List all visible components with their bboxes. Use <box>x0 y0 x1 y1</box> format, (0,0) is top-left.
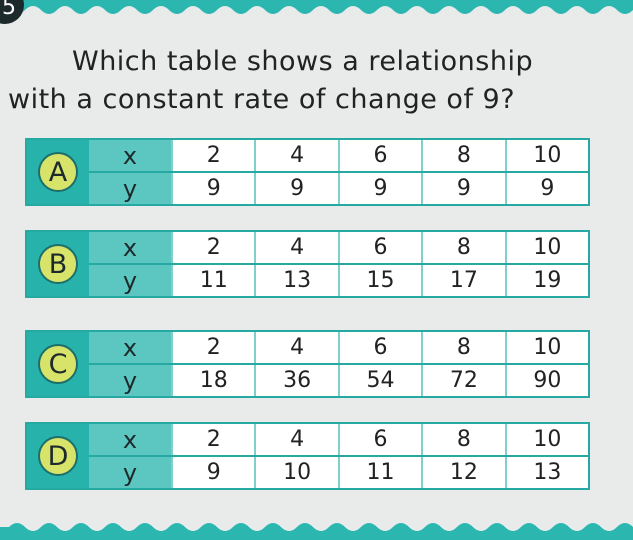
table-cell: 8 <box>421 424 504 455</box>
table-cell: 10 <box>504 140 588 171</box>
table-cell: 9 <box>171 173 254 204</box>
table-cell: 72 <box>421 365 504 396</box>
table-cell: 4 <box>254 424 337 455</box>
table-cell: 12 <box>421 457 504 488</box>
row-header: x <box>89 424 171 455</box>
letter-cell: C <box>27 332 89 396</box>
table-cell: 13 <box>254 265 337 296</box>
table-cell: 10 <box>504 232 588 263</box>
value-table: x 2 4 6 8 10 y 11 13 15 17 19 <box>89 232 588 296</box>
option-letter: B <box>38 244 78 284</box>
question-line: with a constant rate of change of 9? <box>8 84 516 115</box>
row-header: y <box>89 265 171 296</box>
letter-cell: A <box>27 140 89 204</box>
table-cell: 4 <box>254 332 337 363</box>
table-cell: 8 <box>421 232 504 263</box>
table-cell: 6 <box>337 332 421 363</box>
table-cell: 9 <box>337 173 421 204</box>
option-letter: A <box>38 152 78 192</box>
table-cell: 6 <box>337 424 421 455</box>
top-border <box>0 0 633 14</box>
table-cell: 6 <box>337 232 421 263</box>
bottom-border <box>0 523 633 540</box>
table-row: y 9 10 11 12 13 <box>89 457 588 488</box>
table-cell: 17 <box>421 265 504 296</box>
table-cell: 9 <box>171 457 254 488</box>
table-cell: 11 <box>171 265 254 296</box>
question-line: Which table shows a relationship <box>72 46 534 77</box>
table-row: x 2 4 6 8 10 <box>89 232 588 265</box>
table-cell: 2 <box>171 232 254 263</box>
table-cell: 9 <box>254 173 337 204</box>
letter-cell: D <box>27 424 89 488</box>
table-row: x 2 4 6 8 10 <box>89 332 588 365</box>
table-cell: 10 <box>504 332 588 363</box>
table-cell: 15 <box>337 265 421 296</box>
option-letter: C <box>38 344 78 384</box>
row-header: x <box>89 232 171 263</box>
table-cell: 19 <box>504 265 588 296</box>
value-table: x 2 4 6 8 10 y 9 10 11 12 13 <box>89 424 588 488</box>
letter-cell: B <box>27 232 89 296</box>
row-header: x <box>89 140 171 171</box>
table-cell: 9 <box>421 173 504 204</box>
table-row: y 11 13 15 17 19 <box>89 265 588 296</box>
row-header: x <box>89 332 171 363</box>
row-header: y <box>89 173 171 204</box>
table-cell: 36 <box>254 365 337 396</box>
table-row: y 18 36 54 72 90 <box>89 365 588 396</box>
table-cell: 4 <box>254 232 337 263</box>
table-cell: 8 <box>421 140 504 171</box>
table-row: x 2 4 6 8 10 <box>89 424 588 457</box>
table-cell: 10 <box>254 457 337 488</box>
table-row: x 2 4 6 8 10 <box>89 140 588 173</box>
table-cell: 11 <box>337 457 421 488</box>
row-header: y <box>89 365 171 396</box>
table-cell: 9 <box>504 173 588 204</box>
table-cell: 6 <box>337 140 421 171</box>
table-cell: 90 <box>504 365 588 396</box>
table-cell: 4 <box>254 140 337 171</box>
table-cell: 2 <box>171 332 254 363</box>
table-cell: 13 <box>504 457 588 488</box>
table-cell: 8 <box>421 332 504 363</box>
table-cell: 2 <box>171 140 254 171</box>
question-number: 5 <box>0 0 24 24</box>
table-cell: 10 <box>504 424 588 455</box>
table-cell: 18 <box>171 365 254 396</box>
table-cell: 2 <box>171 424 254 455</box>
table-cell: 54 <box>337 365 421 396</box>
value-table: x 2 4 6 8 10 y 18 36 54 72 90 <box>89 332 588 396</box>
row-header: y <box>89 457 171 488</box>
value-table: x 2 4 6 8 10 y 9 9 9 9 9 <box>89 140 588 204</box>
option-letter: D <box>38 436 78 476</box>
